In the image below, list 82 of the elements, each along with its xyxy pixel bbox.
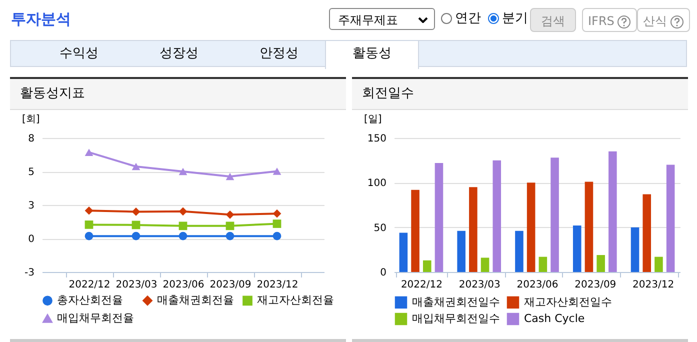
- bar: [411, 190, 420, 272]
- bar: [422, 260, 432, 272]
- bar: [457, 230, 466, 272]
- point: [272, 168, 282, 175]
- chart-title: 활동성지표: [10, 79, 346, 110]
- x-tick-label: 2023/12: [256, 280, 298, 290]
- bar: [630, 227, 640, 272]
- chart-title: 회전일수: [352, 79, 688, 110]
- legend-label: 매입채무회전율: [57, 312, 134, 324]
- text: 연간: [455, 10, 481, 27]
- bar: [572, 226, 582, 272]
- x-tick-label: 2022/12: [400, 280, 442, 290]
- bar: [492, 160, 502, 272]
- y-axis-title: [일]: [364, 113, 382, 126]
- bar: [642, 194, 652, 272]
- bar: [654, 256, 663, 272]
- text: 산식: [637, 8, 690, 32]
- bar: [550, 158, 559, 272]
- y-tick-label: 100: [367, 178, 386, 190]
- point: [84, 206, 94, 215]
- legend-label: 재고자산회전일수: [524, 295, 612, 308]
- point: [226, 222, 234, 230]
- x-tick-label: 2023/12: [632, 280, 674, 290]
- x-tick-label: 2023/06: [162, 280, 204, 290]
- y-tick-label: 50: [374, 222, 386, 234]
- bar: [526, 182, 536, 272]
- bar: [399, 232, 408, 272]
- y-tick-label: 0: [28, 234, 34, 245]
- point: [178, 207, 188, 216]
- x-tick-label: 2023/09: [210, 280, 252, 290]
- text: 분기: [502, 10, 528, 27]
- point: [84, 220, 94, 229]
- legend-label: 매입채무회전일수: [412, 312, 500, 325]
- bar: [608, 151, 617, 272]
- y-tick-label: 3: [28, 200, 34, 212]
- point: [226, 210, 234, 219]
- point: [226, 172, 234, 180]
- point: [178, 222, 188, 230]
- bar: [596, 255, 605, 272]
- bar: [480, 258, 490, 272]
- y-tick-label: 0: [380, 268, 386, 278]
- bar: [584, 182, 594, 272]
- legend-label: 매출채권회전율: [157, 294, 234, 307]
- category-label: 성장성: [158, 45, 200, 63]
- text: IFRS: [582, 8, 638, 32]
- x-tick-label: 2023/06: [516, 280, 558, 290]
- y-tick-label: 150: [367, 134, 386, 144]
- dropdown-field: 주재무제표: [329, 8, 435, 30]
- x-tick-label: 2022/12: [68, 280, 110, 290]
- category-label: 수익성: [58, 45, 100, 63]
- category-label: 안정성: [258, 45, 300, 63]
- bar: [538, 256, 548, 272]
- category-label: 활동성: [325, 40, 419, 69]
- point: [178, 168, 188, 176]
- y-tick-label: 5: [28, 167, 34, 178]
- legend-label: 재고자산회전율: [257, 294, 334, 307]
- point: [132, 208, 140, 216]
- y-tick-label: 8: [28, 134, 34, 144]
- point: [132, 162, 140, 170]
- x-tick-label: 2023/09: [574, 280, 616, 290]
- point: [272, 232, 282, 240]
- point: [84, 232, 94, 240]
- legend-label: 총자산회전율: [57, 294, 123, 307]
- x-tick-label: 2023/03: [458, 280, 500, 290]
- point: [132, 232, 140, 240]
- y-tick-label: -3: [24, 268, 34, 278]
- point: [226, 232, 234, 240]
- text: 투자분석: [11, 10, 71, 29]
- point: [84, 148, 94, 156]
- point: [178, 232, 188, 240]
- x-tick-label: 2023/03: [116, 280, 158, 290]
- bar: [515, 230, 524, 272]
- legend-label: Cash Cycle: [524, 312, 585, 325]
- point: [132, 220, 140, 230]
- y-axis-title: [회]: [22, 113, 40, 126]
- point: [272, 220, 282, 228]
- bar: [666, 164, 675, 272]
- bar: [469, 187, 478, 272]
- legend-label: 매출채권회전일수: [412, 295, 500, 308]
- bar: [434, 163, 444, 272]
- text: 검색: [530, 8, 576, 32]
- point: [272, 209, 282, 218]
